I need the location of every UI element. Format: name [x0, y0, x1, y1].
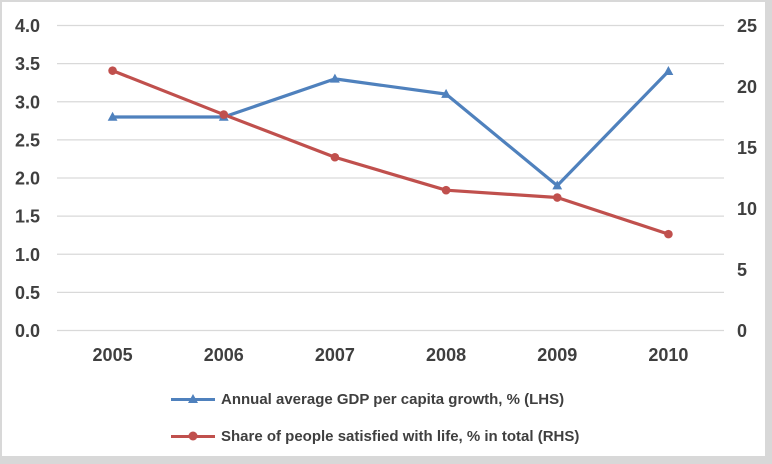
- svg-text:2.5: 2.5: [15, 130, 40, 150]
- legend-item-life-satisfaction: Share of people satisfied with life, % i…: [171, 427, 579, 445]
- svg-text:2009: 2009: [537, 345, 577, 365]
- svg-text:10: 10: [737, 199, 757, 219]
- svg-text:0.0: 0.0: [15, 321, 40, 341]
- data-point-marker: [441, 88, 451, 98]
- svg-text:4.0: 4.0: [15, 16, 40, 36]
- svg-text:0.5: 0.5: [15, 283, 40, 303]
- svg-text:2007: 2007: [315, 345, 355, 365]
- gdp-growth-series: [107, 66, 674, 190]
- left-axis-tick-labels: 0.0 0.5 1.0 1.5 2.0 2.5 3.0 3.5 4.0: [15, 16, 40, 341]
- svg-text:2005: 2005: [93, 345, 133, 365]
- circle-marker-icon: [188, 431, 198, 441]
- svg-text:2010: 2010: [648, 345, 688, 365]
- life-satisfaction-line-swatch: [171, 431, 215, 441]
- data-point-marker: [552, 180, 563, 190]
- data-point-marker: [107, 111, 118, 121]
- svg-text:1.0: 1.0: [15, 245, 40, 265]
- plot-area: 0.0 0.5 1.0 1.5 2.0 2.5 3.0 3.5 4.0 0 5 10 15 20 25 200…: [15, 16, 757, 365]
- right-axis-tick-labels: 0 5 10 15 20 25: [737, 16, 757, 341]
- svg-text:15: 15: [737, 138, 757, 158]
- gdp-growth-legend-label: Annual average GDP per capita growth, % …: [221, 390, 565, 408]
- data-point-marker: [664, 229, 673, 239]
- svg-text:3.5: 3.5: [15, 54, 40, 74]
- svg-text:5: 5: [737, 260, 747, 280]
- svg-text:20: 20: [737, 77, 757, 97]
- data-point-marker: [552, 193, 562, 202]
- svg-text:2006: 2006: [204, 345, 244, 365]
- x-axis-tick-labels: 2005 2006 2007 2008 2009 2010: [93, 345, 689, 365]
- life-satisfaction-legend-label: Share of people satisfied with life, % i…: [221, 427, 580, 445]
- data-point-marker: [441, 185, 451, 195]
- svg-text:1.5: 1.5: [15, 207, 40, 227]
- life-satisfaction-series: [108, 66, 673, 239]
- svg-text:0: 0: [737, 321, 747, 341]
- svg-text:2.0: 2.0: [15, 169, 40, 189]
- gridlines: [57, 24, 724, 332]
- gdp-growth-line-swatch: [171, 394, 215, 404]
- chart-legend: Annual average GDP per capita growth, % …: [171, 390, 579, 445]
- data-point-marker: [663, 66, 674, 76]
- data-point-marker: [108, 66, 117, 75]
- data-point-marker: [330, 152, 340, 162]
- svg-text:25: 25: [737, 16, 757, 36]
- legend-item-gdp-growth: Annual average GDP per capita growth, % …: [171, 390, 579, 408]
- chart-canvas: 0.0 0.5 1.0 1.5 2.0 2.5 3.0 3.5 4.0 0 5 10 15 20 25 200…: [2, 2, 765, 456]
- data-point-marker: [219, 110, 229, 119]
- svg-text:3.0: 3.0: [15, 92, 40, 112]
- data-point-marker: [330, 73, 340, 83]
- triangle-marker-icon: [188, 394, 198, 404]
- svg-text:2008: 2008: [426, 345, 466, 365]
